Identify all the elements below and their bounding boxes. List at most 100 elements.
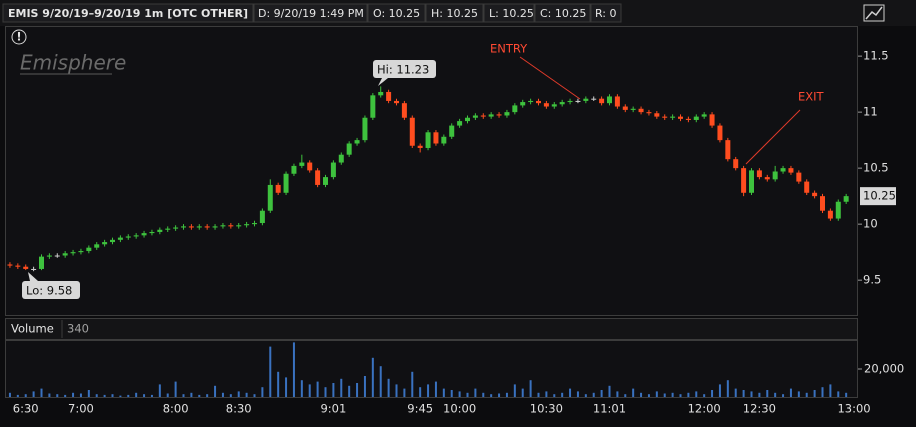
volume-bar <box>711 390 714 397</box>
volume-bar <box>797 391 800 397</box>
candle-body <box>622 106 628 110</box>
volume-bar <box>190 392 193 397</box>
volume-bar <box>206 394 209 397</box>
candle-body <box>307 162 313 171</box>
candle-body <box>299 162 305 166</box>
header-cell <box>367 3 426 23</box>
volume-bar <box>387 378 390 397</box>
candle-body <box>646 112 652 114</box>
candle-body <box>457 121 463 126</box>
volume-bar <box>837 391 840 397</box>
volume-bar <box>576 391 579 397</box>
candle-body <box>346 143 352 155</box>
candle-body <box>31 268 37 270</box>
candle-body <box>212 226 218 228</box>
candle-body <box>141 233 147 236</box>
volume-bar <box>789 388 792 397</box>
volume-bar <box>434 381 437 397</box>
candle-body <box>283 173 289 193</box>
candle-body <box>323 177 328 185</box>
candle-body <box>94 244 100 248</box>
candle-body <box>370 95 376 118</box>
hi-callout <box>373 60 436 78</box>
last-price-label: 10.25 <box>863 189 896 203</box>
candle-body <box>480 115 486 117</box>
exit-arrow <box>745 109 801 165</box>
volume-bar <box>782 394 785 397</box>
candle-body <box>291 165 297 174</box>
icon-line[interactable] <box>865 6 883 20</box>
alert-mark[interactable]: ! <box>16 30 21 44</box>
volume-bar <box>845 392 848 397</box>
axis-layer: 9.5 10 10.5 11 11.5 10.25 6:30 7:00 8:00 8:30 9:01… <box>13 49 904 416</box>
volume-bar <box>103 394 106 397</box>
candle-body <box>488 114 494 117</box>
volume-bar <box>127 394 130 397</box>
open-label: O: 10.25 <box>373 7 420 20</box>
y-tick-label: 10.5 <box>863 161 889 175</box>
candle-body <box>417 145 423 148</box>
candle-body <box>204 226 210 228</box>
candle-body <box>591 98 597 100</box>
lo-label: Lo: 9.58 <box>26 284 72 298</box>
candle-body <box>717 125 723 141</box>
header-cell <box>2 3 254 23</box>
candle-body <box>78 251 84 253</box>
candle-body <box>741 168 747 193</box>
volume-bar <box>505 392 508 397</box>
volume-bar <box>135 392 138 397</box>
candle-body <box>425 132 431 148</box>
x-tick-label: 10:00 <box>443 402 476 416</box>
style-icon[interactable] <box>863 4 885 22</box>
y-tick-label: 11.5 <box>863 49 889 63</box>
candle-body <box>133 235 139 237</box>
volume-bar <box>72 392 75 397</box>
volume-bar <box>87 390 90 397</box>
candle-body <box>401 103 407 118</box>
volume-header <box>5 318 858 340</box>
candle-body <box>259 210 265 224</box>
candle-body <box>756 170 762 178</box>
x-tick-label: 13:00 <box>837 402 870 416</box>
alert-icon[interactable] <box>11 29 27 45</box>
volume-bar <box>647 394 650 397</box>
header-cell <box>534 3 591 23</box>
volume-bar <box>300 380 303 397</box>
candle-body <box>23 266 29 269</box>
candle-body <box>244 224 250 226</box>
volume-bar <box>158 384 161 397</box>
x-tick-label: 9:45 <box>407 402 433 416</box>
volume-bar <box>553 394 556 397</box>
candle-body <box>772 171 778 180</box>
volume-bar <box>450 390 453 397</box>
volume-bar <box>726 380 729 397</box>
entry-arrow <box>519 56 581 100</box>
volume-bar <box>269 346 272 397</box>
candle-body <box>386 91 392 101</box>
volume-bar <box>245 392 248 397</box>
icon-frame[interactable] <box>863 4 885 22</box>
candle-body <box>117 237 123 240</box>
hi-label: Hi: 11.23 <box>377 63 429 77</box>
candle-body <box>693 116 699 120</box>
volume-bar <box>805 392 808 397</box>
volume-title: Volume <box>11 322 54 336</box>
volume-bar <box>285 377 288 397</box>
candle-body <box>157 229 163 232</box>
volume-bar <box>64 394 67 397</box>
volume-bar <box>742 390 745 397</box>
x-tick-label: 11:01 <box>593 402 626 416</box>
candle-body <box>449 125 455 137</box>
candle-body <box>70 252 76 254</box>
volume-bar <box>498 393 501 397</box>
x-tick-label: 10:30 <box>530 402 563 416</box>
x-tick-label: 8:30 <box>226 402 252 416</box>
volume-bar <box>829 384 832 397</box>
volume-bar <box>340 378 343 397</box>
volume-bar <box>513 384 516 397</box>
volume-bar <box>474 388 477 397</box>
volume-bar <box>545 391 548 397</box>
candle-body <box>827 210 833 219</box>
candle-body <box>725 140 731 160</box>
